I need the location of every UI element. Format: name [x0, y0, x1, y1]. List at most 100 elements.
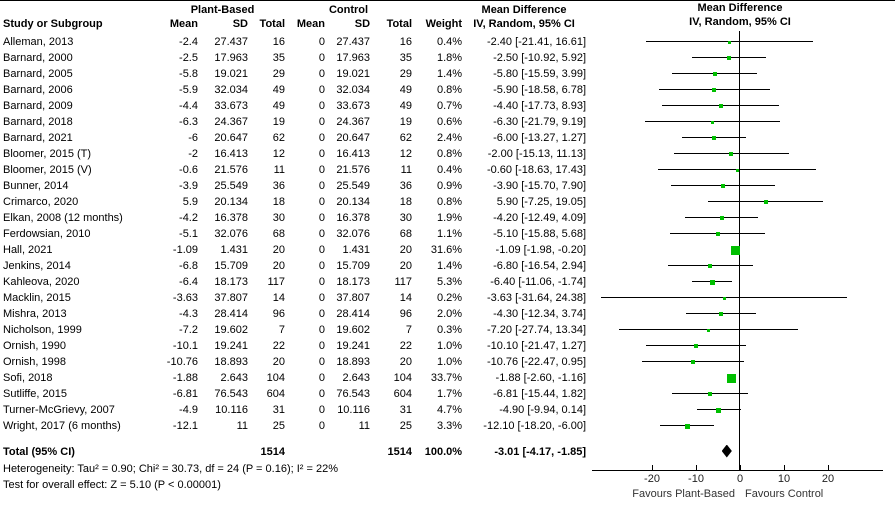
effect-square: [710, 120, 714, 124]
control-mean: 0: [318, 372, 326, 384]
control-mean: 0: [318, 164, 326, 176]
study-name: Ferdowsian, 2010: [3, 228, 91, 240]
control-mean: 0: [318, 212, 326, 224]
md-ci-text: 5.90 [-7.25, 19.05]: [496, 196, 587, 208]
plant-sd: 10.116: [215, 404, 248, 416]
plant-total: 49: [272, 84, 286, 96]
weight: 2.0%: [436, 308, 463, 320]
control-total: 16: [399, 36, 413, 48]
control-mean: 0: [318, 84, 326, 96]
plant-sd: 11: [236, 420, 248, 432]
heterogeneity-stats: Heterogeneity: Tau² = 0.90; Chi² = 30.73…: [3, 463, 338, 475]
total-control-n: 1514: [387, 446, 413, 458]
effect-square: [684, 423, 690, 429]
study-row: Crimarco, 2020 5.9 20.134 18 0 20.134 18 0.8% 5.…: [0, 194, 586, 210]
col-md-method: IV, Random, 95% CI: [473, 18, 575, 30]
plant-sd: 24.367: [214, 116, 248, 128]
plant-mean: -5.8: [179, 68, 198, 80]
control-total: 104: [393, 372, 413, 384]
control-total: 14: [399, 292, 413, 304]
x-axis-tick: [696, 465, 697, 470]
plant-mean: -4.3: [179, 308, 198, 320]
weight: 1.7%: [436, 388, 463, 400]
weight: 1.8%: [436, 52, 463, 64]
control-total: 7: [405, 324, 413, 336]
study-name: Kahleova, 2020: [3, 276, 80, 288]
control-mean: 0: [318, 420, 326, 432]
study-table: Plant-Based Control Mean Difference Stud…: [0, 4, 587, 460]
control-sd: 25.549: [336, 180, 371, 192]
x-axis-tick-label: -10: [688, 473, 704, 485]
plant-total: 18: [272, 196, 286, 208]
plant-mean: -2.5: [179, 52, 198, 64]
control-total: 20: [399, 260, 413, 272]
plant-total: 31: [272, 404, 286, 416]
control-sd: 21.576: [336, 164, 371, 176]
md-ci-text: -4.40 [-17.73, 8.93]: [493, 100, 587, 112]
weight: 0.4%: [436, 164, 463, 176]
study-name: Barnard, 2018: [3, 116, 73, 128]
study-name: Bloomer, 2015 (V): [3, 164, 92, 176]
effect-square: [708, 391, 713, 396]
plant-total: 14: [272, 292, 286, 304]
control-sd: 33.673: [336, 100, 371, 112]
weight: 0.8%: [436, 84, 463, 96]
control-mean: 0: [318, 324, 326, 336]
effect-square: [720, 183, 725, 188]
plant-sd: 16.378: [214, 212, 248, 224]
effect-square: [728, 40, 731, 44]
md-ci-text: -10.76 [-22.47, 0.95]: [486, 356, 587, 368]
weight: 1.1%: [436, 228, 463, 240]
control-mean: 0: [318, 244, 326, 256]
effect-square: [712, 87, 717, 92]
control-mean: 0: [318, 116, 326, 128]
md-ci-text: -2.50 [-10.92, 5.92]: [493, 52, 587, 64]
control-total: 31: [399, 404, 413, 416]
study-row: Jenkins, 2014 -6.8 15.709 20 0 15.709 20 1.4% -6…: [0, 258, 586, 274]
overall-effect-test: Test for overall effect: Z = 5.10 (P < 0…: [3, 479, 221, 491]
x-axis-tick-label: 0: [736, 473, 744, 485]
plant-sd: 19.021: [214, 68, 248, 80]
study-row: Kahleova, 2020 -6.4 18.173 117 0 18.173 117 5.3…: [0, 274, 586, 290]
study-name: Nicholson, 1999: [3, 324, 82, 336]
study-name: Ornish, 1990: [3, 340, 66, 352]
control-mean: 0: [318, 148, 326, 160]
plant-mean: -4.9: [179, 404, 198, 416]
col-weight: Weight: [425, 18, 463, 30]
control-sd: 1.431: [342, 244, 371, 256]
plant-total: 30: [272, 212, 286, 224]
total-row: Total (95% CI) 1514 1514 100.0% -3.01 [-…: [0, 444, 586, 460]
effect-square: [709, 279, 715, 285]
plant-mean: -2.4: [179, 36, 198, 48]
study-name: Barnard, 2006: [3, 84, 73, 96]
control-sd: 2.643: [342, 372, 371, 384]
md-ci-text: -5.80 [-15.59, 3.99]: [493, 68, 587, 80]
plant-mean: -6.81: [172, 388, 198, 400]
plant-mean: -12.1: [172, 420, 198, 432]
weight: 0.9%: [436, 180, 463, 192]
plant-mean: -6.4: [179, 276, 198, 288]
plant-mean: -10.1: [172, 340, 198, 352]
control-sd: 32.034: [336, 84, 371, 96]
control-sd: 27.437: [336, 36, 371, 48]
weight: 1.4%: [436, 260, 463, 272]
control-total: 20: [399, 244, 413, 256]
md-ci-text: -5.90 [-18.58, 6.78]: [493, 84, 587, 96]
plant-total: 20: [272, 356, 286, 368]
control-sd: 28.414: [336, 308, 371, 320]
control-sd: 24.367: [336, 116, 371, 128]
control-sd: 17.963: [336, 52, 371, 64]
plant-sd: 32.076: [214, 228, 248, 240]
col-study-or-subgroup: Study or Subgroup: [3, 18, 103, 30]
control-mean: 0: [318, 388, 326, 400]
plant-sd: 15.709: [214, 260, 248, 272]
plant-mean: -5.9: [179, 84, 198, 96]
weight: 33.7%: [430, 372, 463, 384]
control-sd: 11: [358, 420, 371, 432]
plant-total: 68: [272, 228, 286, 240]
effect-square: [730, 245, 740, 255]
x-axis-tick-label: 20: [821, 473, 835, 485]
study-name: Wright, 2017 (6 months): [3, 420, 121, 432]
total-plant-n: 1514: [260, 446, 286, 458]
x-axis-tick: [828, 465, 829, 470]
